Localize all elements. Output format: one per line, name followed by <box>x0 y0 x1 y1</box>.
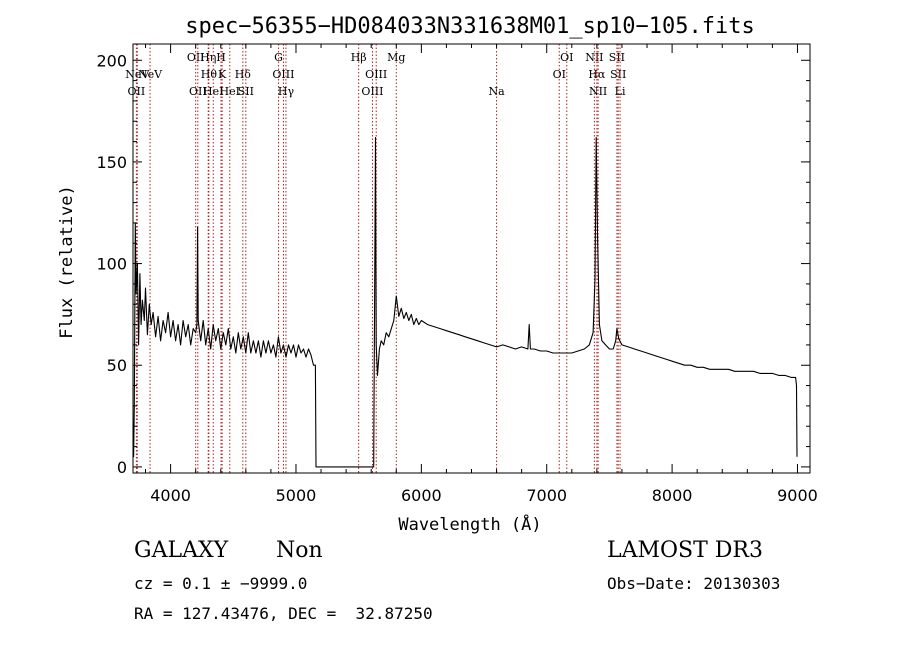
line-marker-label: NII <box>589 85 607 98</box>
line-marker-label: HeI <box>220 85 240 98</box>
line-marker-label: OIII <box>361 85 383 98</box>
line-marker-label: HeI <box>203 85 223 98</box>
observation-date: Obs−Date: 20130303 <box>607 574 781 593</box>
x-tick-label: 4000 <box>150 486 191 505</box>
line-marker-label: OIII <box>365 68 387 81</box>
line-marker-label: SII <box>238 85 254 98</box>
line-marker-label: H <box>216 51 226 64</box>
line-marker-label: NeV <box>125 68 150 81</box>
x-axis-label: Wavelength (Å) <box>398 513 541 535</box>
line-marker-label: OI <box>560 51 573 64</box>
y-tick-label: 150 <box>96 153 127 172</box>
line-marker-label: Li <box>615 85 626 98</box>
line-marker-label: Mg <box>387 51 405 64</box>
y-tick-label: 100 <box>96 255 127 274</box>
line-marker-label: K <box>218 68 227 81</box>
line-marker-label: OII <box>128 85 146 98</box>
line-marker-label: OIII <box>272 68 294 81</box>
x-tick-label: 7000 <box>526 486 567 505</box>
line-marker-label: SII <box>610 68 626 81</box>
y-axis-label: Flux (relative) <box>57 185 77 339</box>
redshift-value: cz = 0.1 ± −9999.0 <box>134 574 308 593</box>
line-marker-label: Hβ <box>351 51 367 64</box>
line-marker-label: Hδ <box>235 68 252 81</box>
x-tick-label: 9000 <box>777 486 818 505</box>
line-marker-label: Na <box>488 85 505 98</box>
y-tick-label: 200 <box>96 51 127 70</box>
line-marker-label: Hγ <box>278 85 295 98</box>
y-tick-label: 0 <box>117 458 127 477</box>
plot-area: OIINeVNeVOIIOIIHηHθHeIHKHeIHδSIIGOIIIHγH… <box>96 43 818 505</box>
spectrum-line <box>132 136 798 468</box>
line-marker-label: Hη <box>200 51 216 64</box>
line-marker-label: SII <box>609 51 625 64</box>
line-marker-label: NII <box>585 51 603 64</box>
line-marker-label: OII <box>187 51 205 64</box>
line-marker-label: Hα <box>588 68 606 81</box>
y-tick-label: 50 <box>107 356 127 375</box>
x-tick-label: 5000 <box>276 486 317 505</box>
line-marker-label: NeV <box>138 68 163 81</box>
x-tick-label: 8000 <box>652 486 693 505</box>
chart-title: spec−56355−HD084033N331638M01_sp10−105.f… <box>185 14 755 39</box>
survey-name: LAMOST DR3 <box>607 538 763 563</box>
object-subclass: Non <box>276 538 323 563</box>
line-marker-label: OI <box>553 68 566 81</box>
line-marker-label: G <box>274 51 283 64</box>
line-marker-label: Hθ <box>201 68 218 81</box>
object-class: GALAXY <box>134 538 229 563</box>
plot-frame <box>132 43 811 474</box>
line-marker-label: OII <box>189 85 207 98</box>
x-tick-label: 6000 <box>401 486 442 505</box>
coordinates: RA = 127.43476, DEC = 32.87250 <box>134 604 433 623</box>
